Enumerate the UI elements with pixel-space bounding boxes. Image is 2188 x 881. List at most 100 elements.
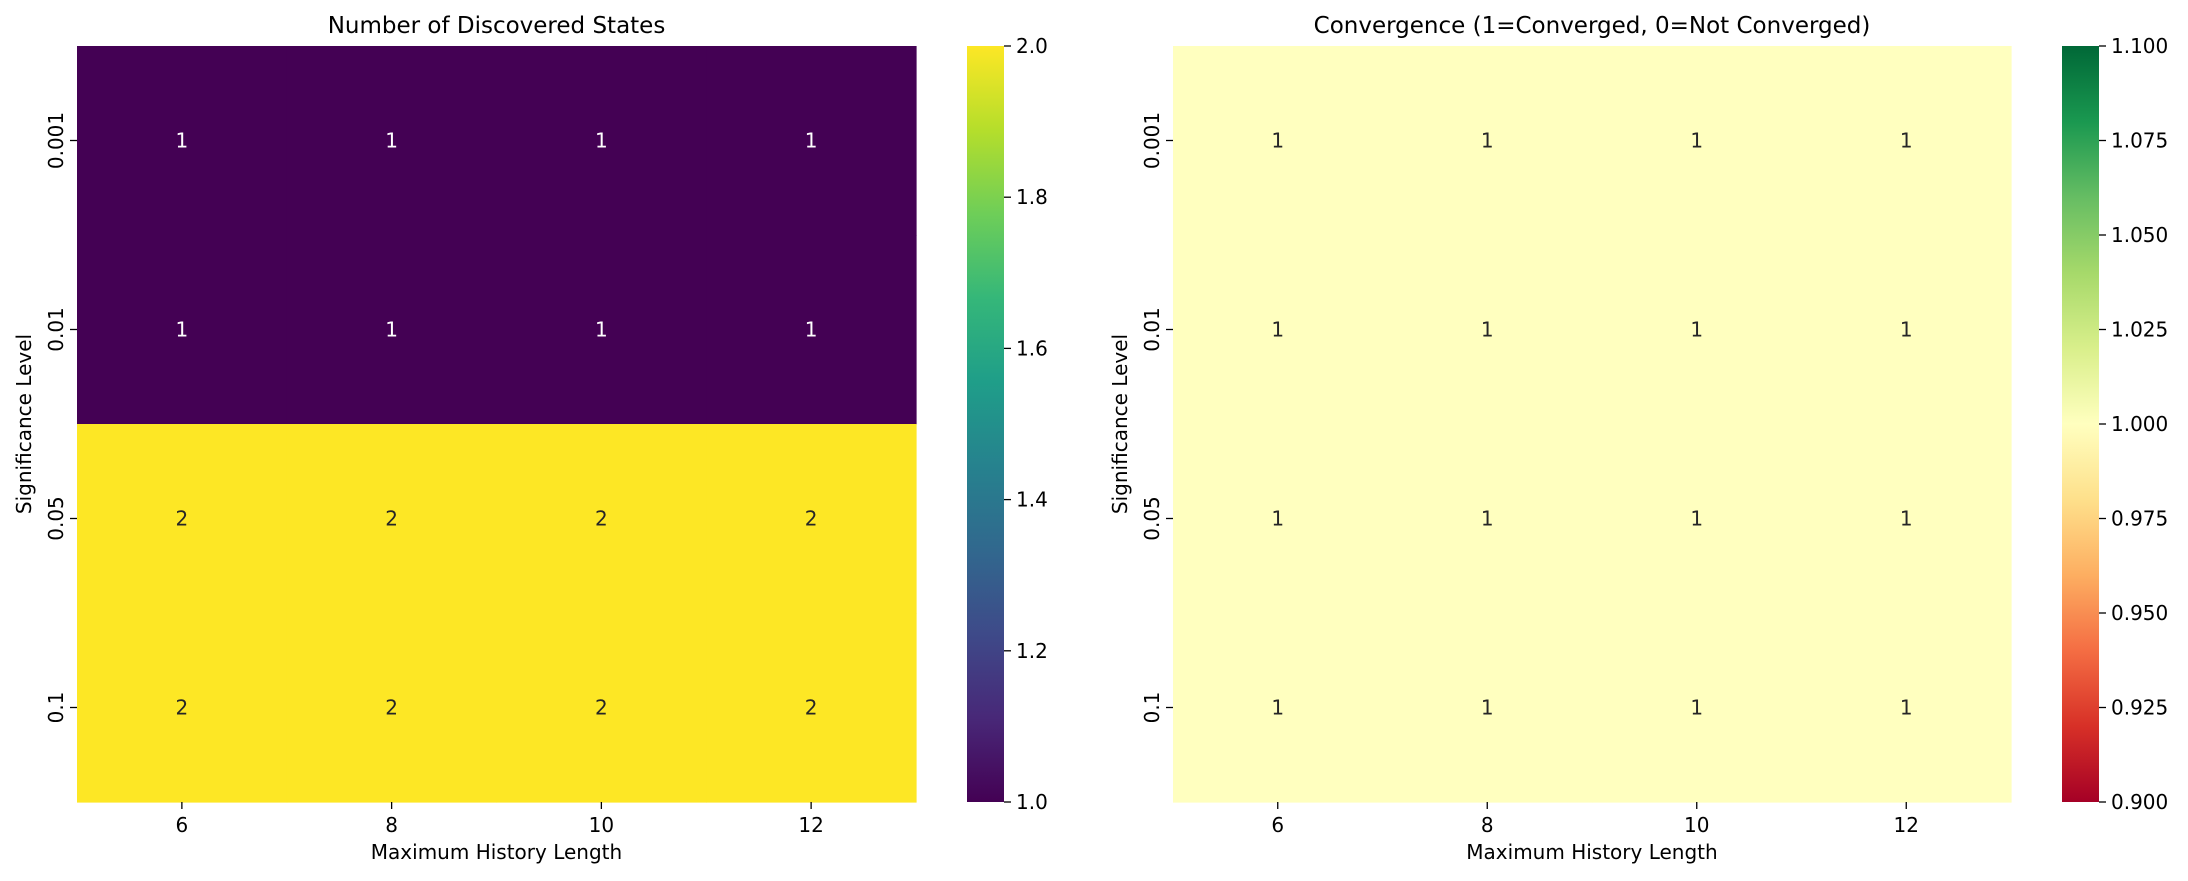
heatmap-cell-r2-c3 (1801, 424, 2012, 614)
colorbar-tick-label-1-8: 1.8 (1016, 185, 1048, 209)
heatmap-cell-r1-c0 (1173, 235, 1384, 425)
cell-value-label-r1-c0: 1 (176, 318, 189, 342)
colorbar (967, 46, 1004, 802)
y-axis-label: Significance Level (1108, 334, 1132, 514)
heatmap-cell-r1-c0 (77, 235, 288, 425)
colorbar-tick-label-0-975: 0.975 (2111, 507, 2168, 531)
chart-title: Convergence (1=Converged, 0=Not Converge… (1314, 13, 1871, 39)
heatmap-cell-r1-c2 (496, 235, 707, 425)
heatmap-cell-r1-c2 (1592, 235, 1803, 425)
heatmap-cell-r3-c2 (496, 613, 707, 803)
heatmap-cell-r1-c3 (1801, 235, 2012, 425)
cell-value-label-r3-c0: 1 (1271, 696, 1284, 720)
colorbar-tick-label-1-4: 1.4 (1016, 488, 1048, 512)
heatmap-cell-r3-c3 (1801, 613, 2012, 803)
colorbar (2062, 46, 2099, 802)
cell-value-label-r0-c0: 1 (1271, 129, 1284, 153)
cell-value-label-r1-c1: 1 (385, 318, 398, 342)
colorbar-tick-label-1-0: 1.0 (1016, 790, 1048, 814)
heatmap-cell-r2-c0 (1173, 424, 1384, 614)
y-tick-label-0-01: 0.01 (44, 307, 68, 352)
cell-value-label-r2-c1: 1 (1481, 507, 1494, 531)
heatmap-cell-r2-c2 (1592, 424, 1803, 614)
x-tick-label-6: 6 (1271, 813, 1284, 837)
cell-value-label-r3-c1: 2 (385, 696, 398, 720)
colorbar-tick-label-1-025: 1.025 (2111, 318, 2168, 342)
heatmap-cell-r0-c0 (77, 46, 288, 236)
cell-value-label-r0-c0: 1 (176, 129, 189, 153)
cell-value-label-r3-c2: 1 (1690, 696, 1703, 720)
cell-value-label-r1-c2: 1 (1690, 318, 1703, 342)
x-axis-label: Maximum History Length (371, 840, 622, 864)
cell-value-label-r2-c1: 2 (385, 507, 398, 531)
heatmap-cell-r3-c1 (1382, 613, 1593, 803)
heatmap-cell-r0-c1 (1382, 46, 1593, 236)
heatmap-cell-r0-c3 (1801, 46, 2012, 236)
heatmap-cell-r0-c2 (496, 46, 707, 236)
x-axis-label: Maximum History Length (1466, 840, 1717, 864)
cell-value-label-r3-c2: 2 (595, 696, 608, 720)
colorbar-tick-label-2-0: 2.0 (1016, 34, 1048, 58)
y-axis-label: Significance Level (12, 334, 36, 514)
colorbar-tick-label-0-925: 0.925 (2111, 696, 2168, 720)
cell-value-label-r2-c3: 2 (805, 507, 818, 531)
cell-value-label-r0-c1: 1 (1481, 129, 1494, 153)
x-tick-label-8: 8 (385, 813, 398, 837)
x-tick-label-10: 10 (589, 813, 614, 837)
heatmap-cell-r2-c0 (77, 424, 288, 614)
heatmap-cell-r2-c1 (1382, 424, 1593, 614)
heatmap-cell-r3-c0 (77, 613, 288, 803)
cell-value-label-r0-c2: 1 (1690, 129, 1703, 153)
cell-value-label-r1-c0: 1 (1271, 318, 1284, 342)
heatmap-cell-r1-c3 (706, 235, 917, 425)
heatmap-cell-r3-c1 (286, 613, 498, 803)
heatmap-cell-r0-c3 (706, 46, 917, 236)
heatmap-cell-r2-c2 (496, 424, 707, 614)
cell-value-label-r0-c3: 1 (805, 129, 818, 153)
cell-value-label-r1-c1: 1 (1481, 318, 1494, 342)
heatmap-cell-r3-c0 (1173, 613, 1384, 803)
cell-value-label-r0-c1: 1 (385, 129, 398, 153)
cell-value-label-r3-c0: 2 (176, 696, 189, 720)
x-tick-label-10: 10 (1684, 813, 1709, 837)
cell-value-label-r2-c2: 2 (595, 507, 608, 531)
heatmap-panel-discovered-states: 1 1 1 11 1 1 12 2 2 22 2 2 26 8 10 120.0010.010.050.1Ma… (12, 13, 1048, 864)
colorbar-tick-label-1-050: 1.050 (2111, 223, 2168, 247)
cell-value-label-r2-c0: 1 (1271, 507, 1284, 531)
colorbar-tick-label-1-000: 1.000 (2111, 412, 2168, 436)
heatmap-panel-convergence: 1 1 1 1 1 1 1 1 1 1 1 1 1 1 1 1 6 8 10 12 0.001 0.01 0.05 0.1 Ma… (1108, 13, 2168, 864)
cell-value-label-r1-c2: 1 (595, 318, 608, 342)
chart-title: Number of Discovered States (328, 13, 666, 39)
y-tick-label-0-001: 0.001 (44, 112, 68, 169)
x-tick-label-12: 12 (1894, 813, 1919, 837)
y-tick-label-0-1: 0.1 (1140, 692, 1164, 724)
heatmap-cell-r0-c1 (286, 46, 498, 236)
colorbar-tick-label-0-900: 0.900 (2111, 790, 2168, 814)
heatmap-cell-r1-c1 (286, 235, 498, 425)
cell-value-label-r2-c2: 1 (1690, 507, 1703, 531)
colorbar-tick-label-1-075: 1.075 (2111, 129, 2168, 153)
heatmap-cell-r0-c2 (1592, 46, 1803, 236)
heatmap-cell-r3-c2 (1592, 613, 1803, 803)
cell-value-label-r1-c3: 1 (805, 318, 818, 342)
y-tick-label-0-1: 0.1 (44, 692, 68, 724)
cell-value-label-r3-c1: 1 (1481, 696, 1494, 720)
heatmap-cell-r2-c1 (286, 424, 498, 614)
heatmap-cell-r0-c0 (1173, 46, 1384, 236)
x-tick-label-12: 12 (798, 813, 823, 837)
heatmap-cell-r3-c3 (706, 613, 917, 803)
colorbar-tick-label-1-6: 1.6 (1016, 336, 1048, 360)
cell-value-label-r0-c2: 1 (595, 129, 608, 153)
colorbar-tick-label-1-2: 1.2 (1016, 639, 1048, 663)
heatmap-cell-r1-c1 (1382, 235, 1593, 425)
cell-value-label-r0-c3: 1 (1900, 129, 1913, 153)
heatmap-cell-r2-c3 (706, 424, 917, 614)
colorbar-tick-label-1-100: 1.100 (2111, 34, 2168, 58)
colorbar-tick-label-0-950: 0.950 (2111, 601, 2168, 625)
y-tick-label-0-05: 0.05 (1140, 496, 1164, 541)
y-tick-label-0-001: 0.001 (1140, 112, 1164, 169)
cell-value-label-r2-c3: 1 (1900, 507, 1913, 531)
x-tick-label-8: 8 (1481, 813, 1494, 837)
x-tick-label-6: 6 (176, 813, 189, 837)
